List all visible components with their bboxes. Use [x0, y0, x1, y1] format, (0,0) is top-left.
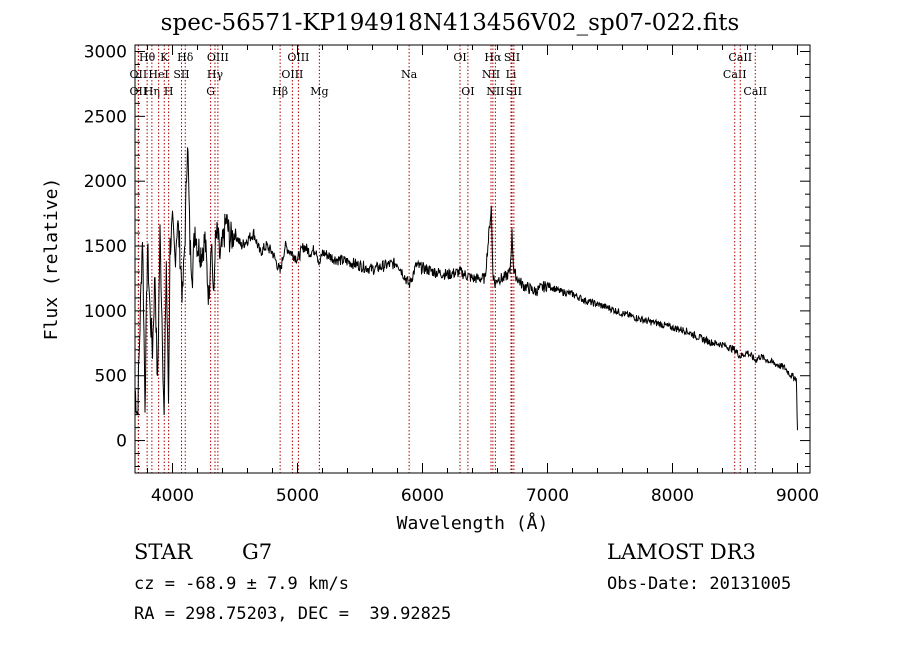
- spectral-line-label: OI: [453, 51, 466, 64]
- spectral-line-label: SII: [173, 68, 189, 81]
- spectral-line-label: OII: [130, 85, 148, 98]
- x-tick-label: 4000: [151, 486, 194, 506]
- spectral-line-label: Hα: [484, 51, 502, 64]
- spectral-line-label: Na: [401, 68, 418, 81]
- spectral-line-label: CaII: [728, 51, 752, 64]
- object-subclass: G7: [242, 540, 273, 564]
- y-tick-label: 0: [116, 432, 127, 452]
- redshift-cz: cz = -68.9 ± 7.9 km/s: [134, 574, 349, 594]
- spectrum-series-line: [135, 147, 798, 431]
- spectral-line-label: CaII: [723, 68, 747, 81]
- spectral-line-label: CaII: [743, 85, 767, 98]
- x-axis-label: Wavelength (Å): [397, 512, 549, 534]
- ra-dec: RA = 298.75203, DEC = 39.92825: [134, 604, 452, 624]
- spectral-line-label: HeI: [148, 68, 168, 81]
- x-tick-label: 8000: [651, 486, 694, 506]
- x-tick-label: 9000: [776, 486, 819, 506]
- y-tick-label: 500: [95, 367, 127, 387]
- spectral-line-label: K: [160, 51, 169, 64]
- y-tick-label: 2500: [84, 107, 127, 127]
- spectral-line-label: Hβ: [272, 85, 288, 98]
- y-tick-label: 3000: [84, 42, 127, 62]
- spectral-line-label: OI: [461, 85, 474, 98]
- y-tick-label: 1000: [84, 302, 127, 322]
- spectral-line-label: NII: [482, 68, 500, 81]
- spectral-line-label: Hδ: [177, 51, 194, 64]
- chart-title: spec-56571-KP194918N413456V02_sp07-022.f…: [160, 10, 740, 36]
- observation-date: Obs-Date: 20131005: [607, 574, 792, 594]
- y-tick-label: 1500: [84, 237, 127, 257]
- survey-name: LAMOST DR3: [607, 540, 756, 564]
- spectral-line-label: Hθ: [139, 51, 156, 64]
- spectral-line-label: SII: [504, 51, 520, 64]
- x-tick-label: 7000: [526, 486, 569, 506]
- plot-frame: [134, 44, 811, 474]
- spectral-line-label: Hγ: [207, 68, 224, 81]
- x-tick-label: 6000: [401, 486, 444, 506]
- spectral-line-label: SII: [506, 85, 522, 98]
- spectral-line-label: Hη: [144, 85, 160, 98]
- spectral-line-label: OIII: [281, 68, 303, 81]
- spectral-line-label: OIII: [207, 51, 229, 64]
- spectral-line-label: Mg: [310, 85, 328, 98]
- spectral-line-label: G: [206, 85, 215, 98]
- y-tick-label: 2000: [84, 172, 127, 192]
- y-axis-label: Flux (relative): [41, 178, 62, 341]
- spectral-line-label: Li: [506, 68, 517, 81]
- object-class: STAR: [134, 540, 193, 564]
- spectral-line-label: NII: [486, 85, 504, 98]
- spectral-line-label: OIII: [287, 51, 309, 64]
- x-tick-label: 5000: [276, 486, 319, 506]
- spectral-line-label: H: [164, 85, 174, 98]
